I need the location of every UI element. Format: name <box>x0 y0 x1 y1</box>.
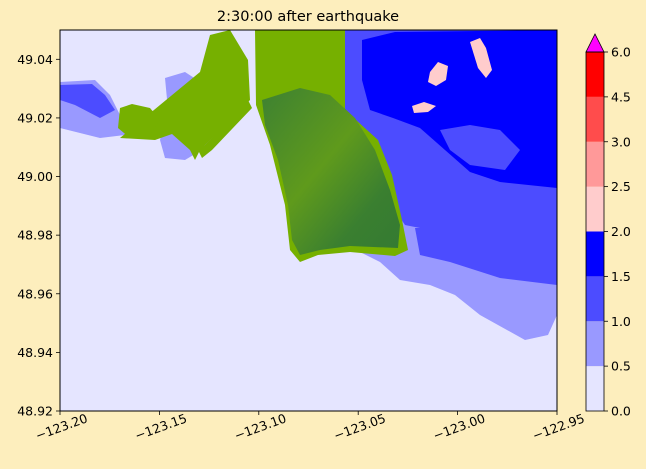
flow-depth-1.0-1.5-channel <box>440 125 520 170</box>
y-tick-label: 48.92 <box>17 404 53 419</box>
colorbar-band <box>586 276 604 322</box>
colorbar: 0.0 0.5 1.0 1.5 2.0 2.5 3.0 4.5 6.0 <box>585 33 631 419</box>
land-point-roberts-interior <box>262 88 400 255</box>
land-north-strip <box>198 100 252 158</box>
colorbar-tick-label: 2.5 <box>611 179 631 194</box>
colorbar-extend-arrow <box>585 33 605 53</box>
y-axis: 48.92 48.94 48.96 48.98 49.00 49.02 49.04 <box>17 52 60 419</box>
colorbar-band <box>586 321 604 367</box>
colorbar-tick-label: 0.5 <box>611 359 631 374</box>
colorbar-band <box>586 52 604 97</box>
flow-depth-1.0-1.5-lower-lobe <box>415 228 557 285</box>
y-tick-label: 49.04 <box>17 52 53 67</box>
colorbar-tick-label: 3.0 <box>611 134 631 149</box>
y-tick-label: 49.02 <box>17 110 53 125</box>
y-tick-label: 48.94 <box>17 345 53 360</box>
flow-depth-2.0-2.5-patch-b <box>470 38 492 78</box>
map-frame <box>59 29 558 412</box>
flow-depth-1.0-1.5-bay <box>60 84 115 118</box>
plot-title: 2:30:00 after earthquake <box>217 9 399 25</box>
colorbar-band <box>586 141 604 187</box>
y-tick-label: 48.96 <box>17 286 53 301</box>
x-tick-label: −123.05 <box>332 410 388 443</box>
colorbar-tick-label: 1.0 <box>611 314 631 329</box>
flow-depth-2.0-2.5-patch-c <box>412 102 436 113</box>
x-tick-label: −123.10 <box>232 410 288 443</box>
y-tick-label: 49.00 <box>17 169 53 184</box>
x-tick-label: −123.00 <box>431 410 487 443</box>
flow-depth-2.0-2.5-patch-a <box>428 62 448 86</box>
colorbar-band <box>586 366 604 411</box>
colorbar-band <box>586 96 604 142</box>
colorbar-band <box>586 231 604 277</box>
colorbar-tick-label: 2.0 <box>611 224 631 239</box>
colorbar-band <box>586 186 604 232</box>
land-spit <box>118 104 160 138</box>
colorbar-tick-label: 4.5 <box>611 89 631 104</box>
x-tick-label: −122.95 <box>530 410 586 443</box>
colorbar-tick-label: 1.5 <box>611 269 631 284</box>
map-area <box>60 30 557 411</box>
colorbar-tick-label: 6.0 <box>611 45 631 60</box>
y-tick-label: 48.98 <box>17 228 53 243</box>
colorbar-tick-label: 0.0 <box>611 404 631 419</box>
x-axis: −123.20 −123.15 −123.10 −123.05 −123.00 −122.… <box>33 410 586 443</box>
x-tick-label: −123.15 <box>133 410 189 443</box>
